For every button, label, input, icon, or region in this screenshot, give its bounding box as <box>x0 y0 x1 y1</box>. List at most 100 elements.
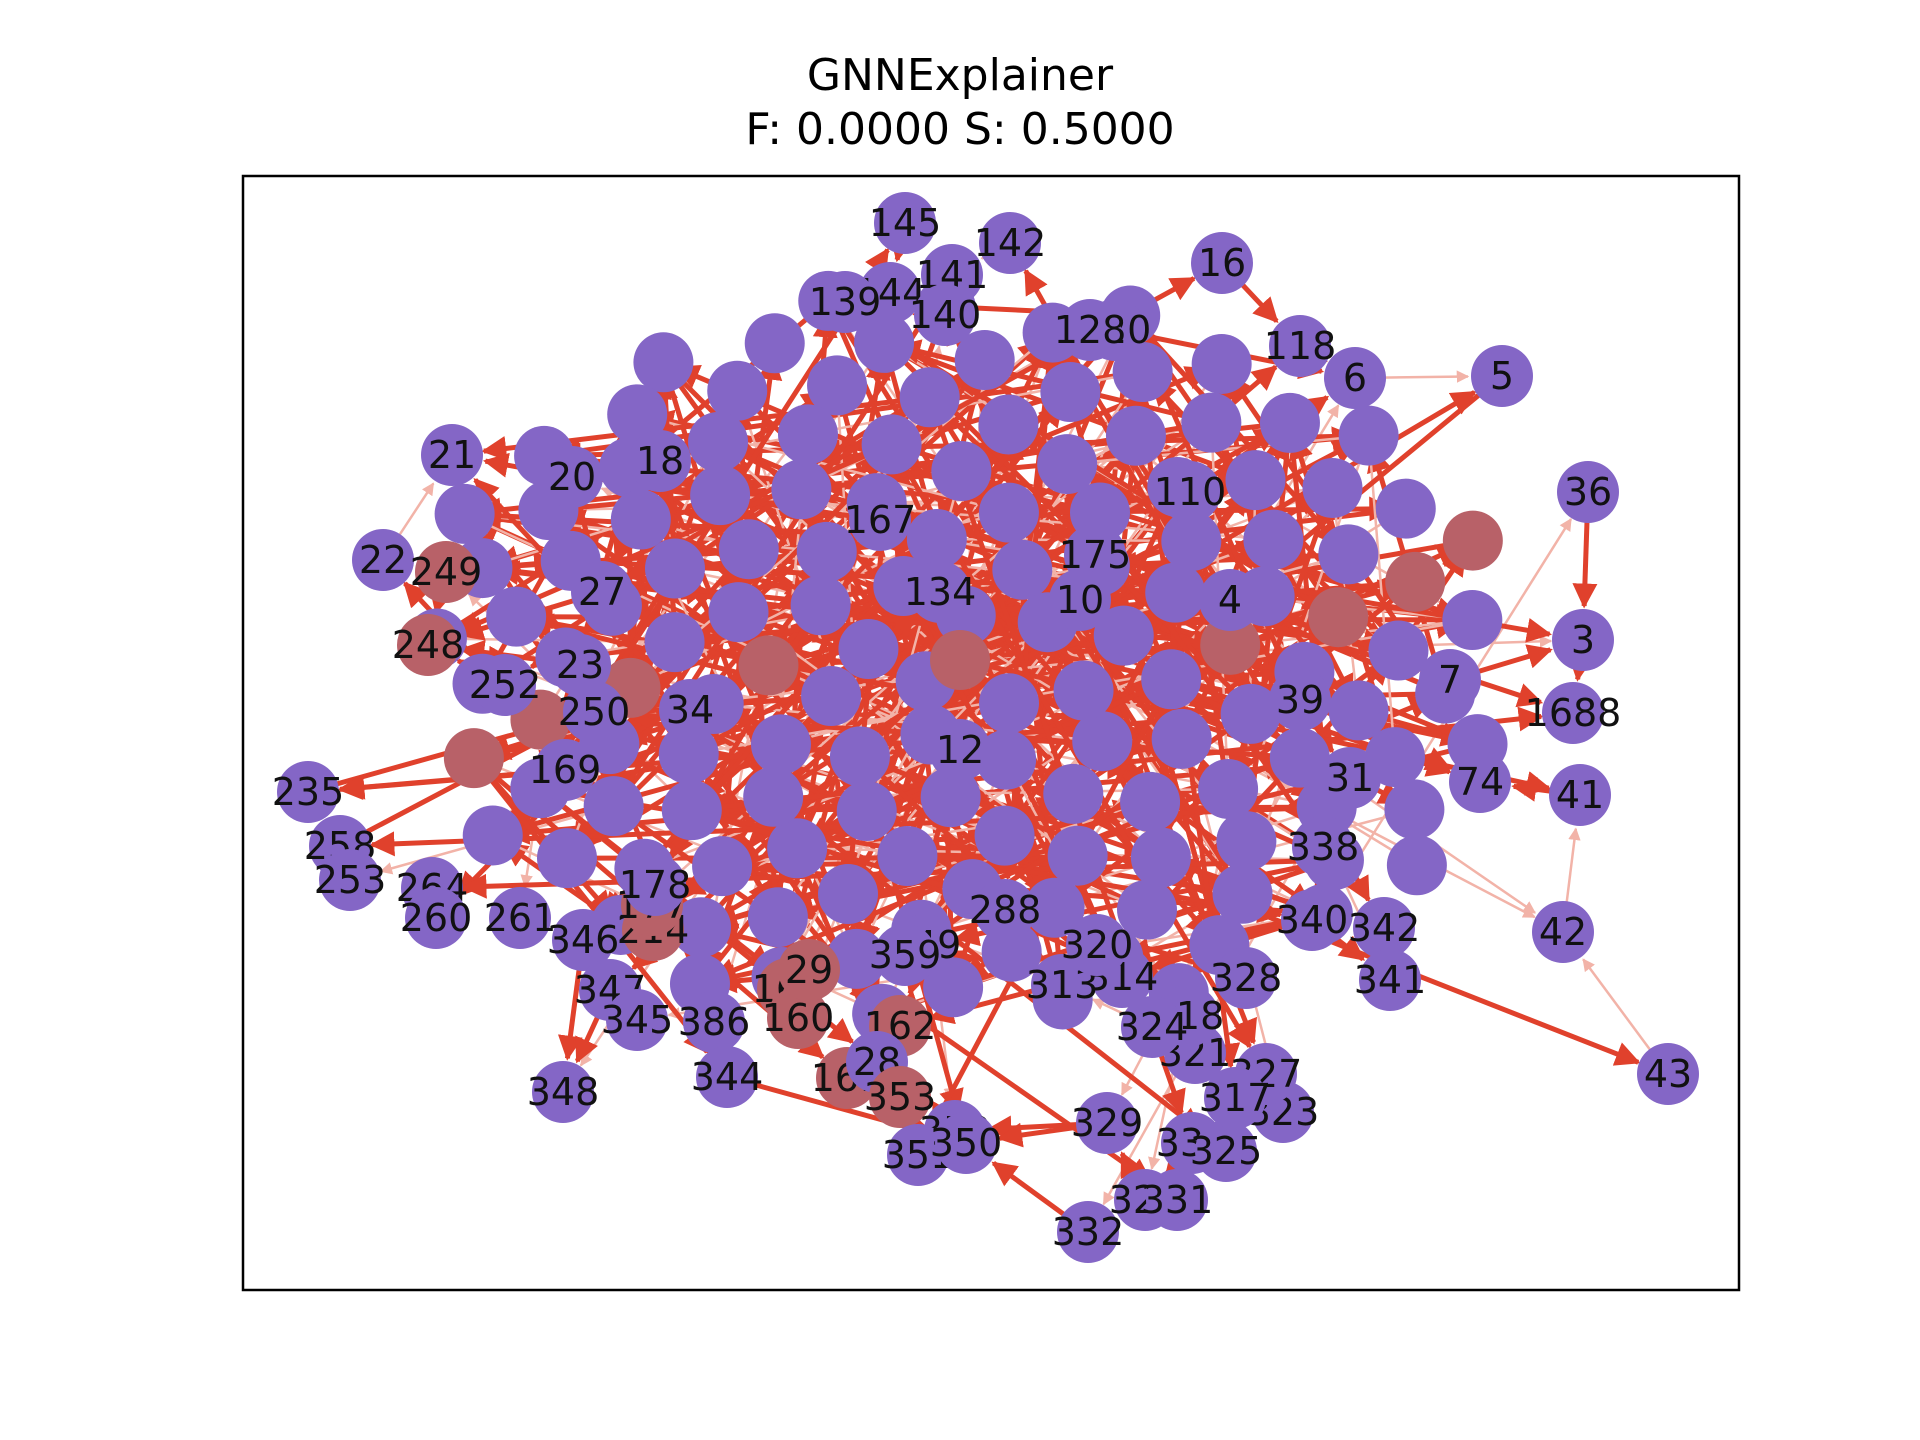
cluster-node <box>644 612 705 673</box>
node-label: 249 <box>410 550 483 594</box>
cluster-node <box>796 521 857 582</box>
node-18: 18 <box>629 430 691 492</box>
cluster-node <box>718 519 779 580</box>
node-circle <box>629 430 691 492</box>
node-label: 261 <box>484 896 557 940</box>
node-label: 332 <box>1052 1210 1125 1254</box>
node-324: 324 <box>1116 996 1188 1058</box>
node-42: 42 <box>1532 901 1594 963</box>
plot-frame <box>241 174 1741 1292</box>
node-34: 34 <box>659 679 721 741</box>
node-label: 12 <box>936 728 984 772</box>
cluster-node <box>661 780 722 841</box>
cluster-node <box>906 509 967 570</box>
node-140: 140 <box>909 284 981 346</box>
cluster-node <box>610 489 671 550</box>
cluster-node <box>434 483 495 544</box>
node-circle <box>552 909 614 971</box>
cluster-node <box>771 459 832 520</box>
cluster-node <box>738 635 799 696</box>
node-label: 34 <box>666 688 714 732</box>
node-circle <box>909 561 971 623</box>
node-label: 10 <box>1056 578 1104 622</box>
node-circle <box>277 761 339 823</box>
node-circle <box>1449 751 1511 813</box>
node-label: 348 <box>527 1070 600 1114</box>
node-353: 353 <box>864 1066 936 1128</box>
node-circle <box>1549 764 1611 826</box>
node-circle <box>397 614 459 676</box>
node-circle <box>405 887 467 949</box>
node-145: 145 <box>869 192 941 254</box>
node-label: 18 <box>636 439 684 483</box>
node-253: 253 <box>314 849 386 911</box>
node-label: 20 <box>548 455 596 499</box>
node-288: 288 <box>969 879 1041 941</box>
cluster-node <box>1338 405 1399 466</box>
node-label: 27 <box>578 570 626 614</box>
node-27: 27 <box>571 561 633 623</box>
cluster-node <box>978 482 1039 543</box>
node-label: 340 <box>1276 898 1349 942</box>
node-circle <box>1031 954 1093 1016</box>
node-label: 142 <box>974 221 1047 265</box>
cluster-node <box>1191 333 1252 394</box>
node-circle <box>874 924 936 986</box>
node-circle <box>1269 669 1331 731</box>
cluster-node <box>1151 708 1212 769</box>
node-circle <box>1359 949 1421 1011</box>
node-circle <box>606 989 668 1051</box>
cluster-node <box>1368 620 1429 681</box>
node-43: 43 <box>1637 1043 1699 1105</box>
node-359: 359 <box>869 924 941 986</box>
cluster-node <box>930 630 990 690</box>
node-36: 36 <box>1557 461 1619 523</box>
node-circle <box>1324 347 1386 409</box>
cluster-node <box>1120 771 1181 832</box>
node-circle <box>659 679 721 741</box>
node-circle <box>869 1066 931 1128</box>
chart-title: GNNExplainer <box>806 50 1114 101</box>
cluster-node <box>692 836 753 897</box>
node-circle <box>541 446 603 508</box>
node-circle <box>974 879 1036 941</box>
cluster-node <box>1181 392 1242 453</box>
node-circle <box>352 529 414 591</box>
node-label: 41 <box>1556 773 1604 817</box>
node-16: 16 <box>1191 232 1253 294</box>
node-label: 4 <box>1218 578 1242 622</box>
cluster-node <box>1442 590 1503 651</box>
node-12: 12 <box>929 719 991 781</box>
node-circle <box>1204 1067 1266 1129</box>
node-label: 31 <box>1326 756 1374 800</box>
node-circle <box>1637 1043 1699 1105</box>
node-label: 128 <box>1054 308 1127 352</box>
node-circle <box>563 681 625 743</box>
node-circle <box>696 1046 758 1108</box>
node-circle <box>683 991 745 1053</box>
node-label: 39 <box>1276 678 1324 722</box>
cluster-node <box>1269 727 1330 788</box>
cluster-node <box>1216 811 1277 872</box>
node-circle <box>1471 345 1533 407</box>
cluster-node <box>931 441 992 502</box>
cluster-node <box>1116 879 1177 940</box>
cluster-node <box>707 360 768 421</box>
edge <box>1367 435 1400 745</box>
node-circle <box>421 424 483 486</box>
node-label: 5 <box>1490 354 1514 398</box>
node-label: 328 <box>1210 956 1283 1000</box>
cluster-node <box>671 897 732 958</box>
node-label: 118 <box>1264 324 1337 368</box>
node-344: 344 <box>691 1046 763 1108</box>
node-386: 386 <box>678 991 750 1053</box>
cluster-node <box>1161 511 1222 572</box>
node-252: 252 <box>469 654 541 716</box>
node-circle <box>1552 609 1614 671</box>
cluster-node <box>688 411 749 472</box>
edge-to-338 <box>982 358 1307 823</box>
node-1688: 1688 <box>1525 682 1621 744</box>
node-circle <box>1121 996 1183 1058</box>
node-label: 341 <box>1354 958 1427 1002</box>
